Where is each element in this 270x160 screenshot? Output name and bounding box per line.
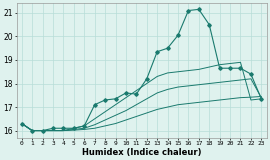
X-axis label: Humidex (Indice chaleur): Humidex (Indice chaleur)	[82, 148, 201, 156]
